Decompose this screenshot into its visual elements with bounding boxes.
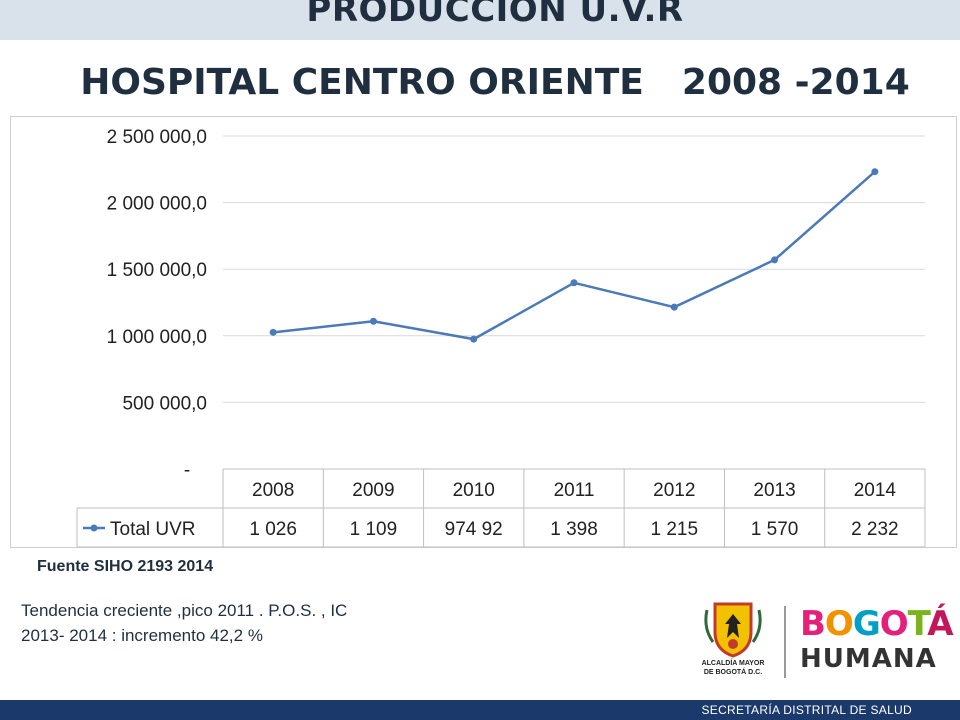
footer-text: SECRETARÍA DISTRITAL DE SALUD [701, 703, 912, 717]
x-category-label: 2009 [352, 480, 394, 501]
footer-bar: SECRETARÍA DISTRITAL DE SALUD [0, 700, 960, 720]
y-tick-label: - [184, 460, 190, 481]
year-range: 2008 -2014 [681, 62, 910, 103]
logo-divider [784, 606, 786, 678]
x-category-label: 2012 [653, 480, 695, 501]
page-title: PRODUCCION U.V.R [306, 0, 684, 30]
trend-note: Tendencia creciente ,pico 2011 . P.O.S. … [21, 598, 347, 648]
data-table-value: 1 570 [751, 519, 799, 540]
y-tick-label: 1 500 000,0 [107, 260, 207, 281]
trend-note-line2: 2013- 2014 : incremento 42,2 % [21, 626, 263, 645]
x-category-label: 2008 [252, 480, 294, 501]
data-point [269, 328, 277, 336]
humana-logo-text: HUMANA [800, 644, 937, 674]
y-tick-label: 500 000,0 [122, 393, 207, 414]
data-point [369, 317, 377, 325]
data-point [470, 335, 478, 343]
legend-marker [90, 524, 98, 532]
bogota-logo-text: BOGOTÁ [800, 604, 954, 644]
data-point [871, 168, 879, 176]
trend-note-line1: Tendencia creciente ,pico 2011 . P.O.S. … [21, 601, 348, 620]
x-category-label: 2011 [554, 480, 595, 501]
data-point [771, 256, 779, 264]
bogota-letter: T [907, 604, 929, 644]
legend-label: Total UVR [110, 519, 196, 540]
bogota-letter: G [852, 604, 881, 644]
header-band [0, 0, 960, 40]
data-table-value: 2 232 [851, 519, 899, 540]
data-table-value: 1 215 [651, 519, 699, 540]
bogota-letter: B [800, 604, 826, 644]
data-table-value: 1 109 [350, 519, 398, 540]
chart-container: - 500 000,0 1 000 000,0 1 500 000,0 2 000 00… [10, 116, 957, 548]
coat-of-arms-icon [704, 602, 762, 658]
alcaldia-text: ALCALDÍA MAYOR DE BOGOTÁ D.C. [701, 660, 765, 676]
data-table-value: 1 398 [550, 519, 598, 540]
y-tick-label: 2 500 000,0 [107, 127, 207, 148]
series-line-total-uvr [273, 170, 876, 341]
x-category-label: 2014 [854, 480, 897, 501]
data-table-value: 974 92 [445, 519, 503, 540]
hospital-name: HOSPITAL CENTRO ORIENTE [80, 62, 644, 103]
data-point [570, 279, 578, 287]
source-note: Fuente SIHO 2193 2014 [37, 558, 214, 575]
x-category-label: 2013 [753, 480, 795, 501]
data-table-value: 1 026 [249, 519, 297, 540]
bogota-letter: Á [927, 604, 953, 644]
y-tick-label: 1 000 000,0 [107, 327, 207, 348]
page-subtitle: HOSPITAL CENTRO ORIENTE 2008 -2014 [0, 62, 960, 103]
data-point [670, 303, 678, 311]
bogota-letter: O [879, 604, 909, 644]
x-category-label: 2010 [453, 480, 495, 501]
logo-block: ALCALDÍA MAYOR DE BOGOTÁ D.C. BOGOTÁ HUM… [688, 598, 954, 688]
y-tick-label: 2 000 000,0 [107, 194, 207, 215]
line-chart: - 500 000,0 1 000 000,0 1 500 000,0 2 000 00… [76, 127, 926, 548]
bogota-letter: O [824, 604, 854, 644]
